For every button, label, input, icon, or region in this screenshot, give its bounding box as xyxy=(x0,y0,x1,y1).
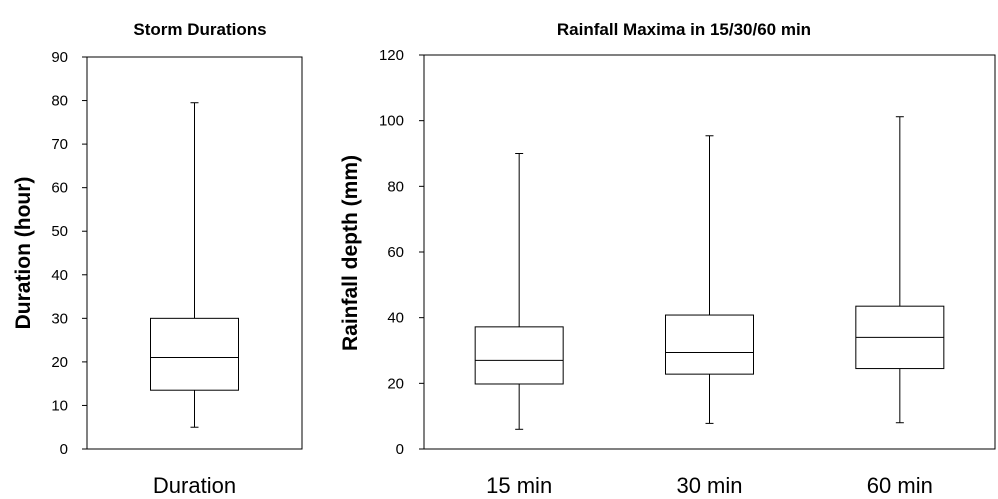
box-1 xyxy=(474,153,564,430)
iqr-box xyxy=(665,314,754,375)
category-label: Duration xyxy=(153,473,236,498)
y-tick-label: 70 xyxy=(51,136,68,153)
iqr-box xyxy=(474,326,564,385)
chart-panel-1: Storm Durations 0 10 20 30 40 50 60 70 80 90 Durati… xyxy=(12,20,303,498)
y-tick-label: 80 xyxy=(387,178,404,195)
y-tick-label: 60 xyxy=(387,244,404,261)
category-label: 30 min xyxy=(676,473,742,498)
category-label: 15 min xyxy=(486,473,552,498)
y-tick-label: 20 xyxy=(51,354,68,371)
y-axis-title: Rainfall depth (mm) xyxy=(339,155,362,351)
chart-panel-2: Rainfall Maxima in 15/30/60 min 0 20 40 60 80… xyxy=(339,20,996,498)
y-tick-label: 90 xyxy=(51,49,68,66)
box-2 xyxy=(665,135,754,424)
y-tick-label: 40 xyxy=(51,267,68,284)
y-tick-label: 80 xyxy=(51,93,68,110)
plot-frame xyxy=(86,56,303,450)
box-1 xyxy=(150,102,239,428)
y-axis-title: Duration (hour) xyxy=(12,177,35,330)
y-tick-label: 30 xyxy=(51,310,68,327)
box-3 xyxy=(855,116,945,424)
y-tick-label: 0 xyxy=(396,441,404,458)
y-tick-label: 40 xyxy=(387,310,404,327)
y-tick-label: 10 xyxy=(51,397,68,414)
y-tick-label: 20 xyxy=(387,375,404,392)
chart-title: Storm Durations xyxy=(133,20,266,39)
y-tick-label: 120 xyxy=(379,47,404,64)
y-tick-label: 60 xyxy=(51,180,68,197)
y-tick-label: 50 xyxy=(51,223,68,240)
category-label: 60 min xyxy=(867,473,933,498)
iqr-box xyxy=(150,317,239,391)
chart-title: Rainfall Maxima in 15/30/60 min xyxy=(557,20,811,39)
y-tick-label: 100 xyxy=(379,113,404,130)
y-tick-label: 0 xyxy=(60,441,68,458)
